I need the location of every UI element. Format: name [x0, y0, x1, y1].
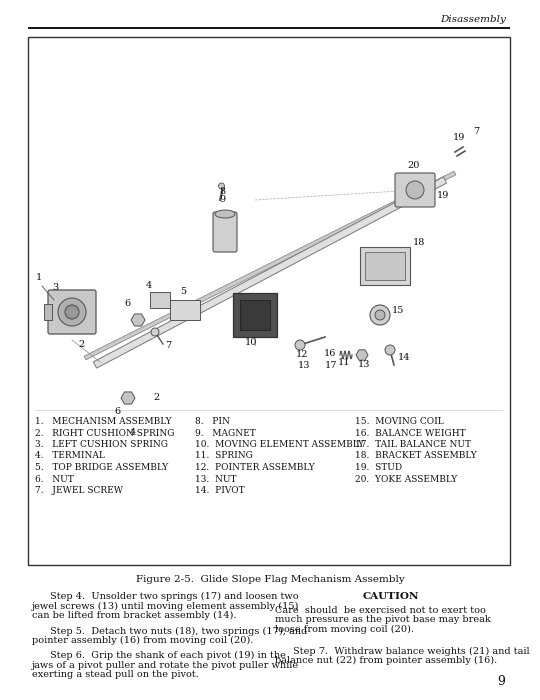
Text: 13.  NUT: 13. NUT: [195, 475, 237, 484]
Text: pointer assembly (16) from moving coil (20).: pointer assembly (16) from moving coil (…: [32, 636, 253, 645]
Text: 2.   RIGHT CUSHION SPRING: 2. RIGHT CUSHION SPRING: [35, 428, 174, 438]
Text: 18: 18: [413, 238, 426, 247]
Text: 12.  POINTER ASSEMBLY: 12. POINTER ASSEMBLY: [195, 463, 315, 472]
Circle shape: [151, 328, 159, 336]
Polygon shape: [356, 350, 368, 360]
Text: balance nut (22) from pointer assembly (16).: balance nut (22) from pointer assembly (…: [275, 656, 497, 665]
Text: 11.  SPRING: 11. SPRING: [195, 452, 253, 461]
Circle shape: [58, 298, 86, 326]
Circle shape: [385, 345, 395, 355]
Text: Disassembly: Disassembly: [440, 15, 506, 24]
FancyBboxPatch shape: [213, 212, 237, 252]
Bar: [150, 292, 170, 308]
Bar: [233, 293, 277, 337]
Text: 19: 19: [437, 191, 449, 200]
Circle shape: [295, 340, 305, 350]
Polygon shape: [131, 314, 145, 326]
Polygon shape: [93, 177, 447, 368]
Text: much pressure as the pivot base may break: much pressure as the pivot base may brea…: [275, 615, 491, 624]
Text: 7: 7: [473, 127, 480, 136]
Text: 9.   MAGNET: 9. MAGNET: [195, 428, 256, 438]
Bar: [28, 37, 510, 565]
Bar: [360, 247, 410, 285]
Text: Step 5.  Detach two nuts (18), two springs (17), and: Step 5. Detach two nuts (18), two spring…: [50, 626, 307, 636]
Bar: [44, 304, 52, 320]
Text: exerting a stead pull on the pivot.: exerting a stead pull on the pivot.: [32, 671, 199, 679]
Text: 10.  MOVING ELEMENT ASSEMBLY: 10. MOVING ELEMENT ASSEMBLY: [195, 440, 364, 449]
Text: loose from moving coil (20).: loose from moving coil (20).: [275, 625, 414, 634]
Text: 4: 4: [146, 281, 152, 290]
Text: 16.  BALANCE WEIGHT: 16. BALANCE WEIGHT: [355, 428, 465, 438]
Text: 10: 10: [245, 338, 258, 347]
Text: 14: 14: [398, 353, 410, 362]
Text: Figure 2-5.  Glide Slope Flag Mechanism Assembly: Figure 2-5. Glide Slope Flag Mechanism A…: [136, 575, 404, 584]
FancyBboxPatch shape: [48, 290, 96, 334]
Text: 4.   TERMINAL: 4. TERMINAL: [35, 452, 105, 461]
Text: jewel screws (13) until moving element assembly (15): jewel screws (13) until moving element a…: [32, 601, 299, 610]
Text: 14.  PIVOT: 14. PIVOT: [195, 486, 245, 495]
Bar: [240, 300, 270, 330]
Text: can be lifted from bracket assembly (14).: can be lifted from bracket assembly (14)…: [32, 611, 237, 620]
Text: 19: 19: [453, 133, 465, 142]
Polygon shape: [121, 392, 135, 404]
Text: 13: 13: [298, 361, 310, 370]
Text: 6: 6: [124, 299, 130, 308]
Text: 12: 12: [296, 350, 308, 359]
Text: 20.  YOKE ASSEMBLY: 20. YOKE ASSEMBLY: [355, 475, 457, 484]
Text: 6.   NUT: 6. NUT: [35, 475, 74, 484]
Text: 16: 16: [324, 349, 336, 358]
Text: 7: 7: [165, 341, 171, 350]
Text: 15: 15: [392, 306, 404, 315]
Text: Step 7.  Withdraw balance weights (21) and tail: Step 7. Withdraw balance weights (21) an…: [293, 646, 530, 655]
Circle shape: [65, 305, 79, 319]
Ellipse shape: [215, 210, 235, 218]
Text: 18.  BRACKET ASSEMBLY: 18. BRACKET ASSEMBLY: [355, 452, 477, 461]
Text: jaws of a pivot puller and rotate the pivot puller while: jaws of a pivot puller and rotate the pi…: [32, 661, 299, 670]
Text: 3: 3: [52, 283, 58, 292]
Text: 6: 6: [114, 407, 120, 416]
Text: CAUTION: CAUTION: [363, 592, 419, 601]
Text: 20: 20: [407, 161, 420, 170]
Text: 9: 9: [497, 675, 505, 688]
Text: 17: 17: [325, 361, 338, 370]
Circle shape: [370, 305, 390, 325]
Text: 5: 5: [180, 287, 186, 296]
Text: Step 6.  Grip the shank of each pivot (19) in the: Step 6. Grip the shank of each pivot (19…: [50, 651, 286, 660]
Text: 11: 11: [338, 358, 350, 367]
Text: 2: 2: [78, 340, 84, 349]
Text: 3.   LEFT CUSHION SPRING: 3. LEFT CUSHION SPRING: [35, 440, 168, 449]
Text: 5.   TOP BRIDGE ASSEMBLY: 5. TOP BRIDGE ASSEMBLY: [35, 463, 168, 472]
Text: 1: 1: [36, 273, 42, 282]
Text: 9: 9: [219, 195, 225, 204]
Circle shape: [219, 183, 225, 189]
Text: 8.   PIN: 8. PIN: [195, 417, 230, 426]
Bar: [365, 252, 405, 280]
FancyBboxPatch shape: [395, 173, 435, 207]
Text: 4: 4: [130, 428, 136, 437]
Text: 1.   MECHANISM ASSEMBLY: 1. MECHANISM ASSEMBLY: [35, 417, 172, 426]
Text: 17.  TAIL BALANCE NUT: 17. TAIL BALANCE NUT: [355, 440, 471, 449]
Circle shape: [406, 181, 424, 199]
Text: 8: 8: [219, 187, 225, 196]
Text: 19.  STUD: 19. STUD: [355, 463, 402, 472]
Text: 7.   JEWEL SCREW: 7. JEWEL SCREW: [35, 486, 123, 495]
Circle shape: [375, 310, 385, 320]
Bar: [170, 300, 200, 320]
Text: 13: 13: [358, 360, 370, 369]
Text: Step 4.  Unsolder two springs (17) and loosen two: Step 4. Unsolder two springs (17) and lo…: [50, 592, 299, 601]
Text: Care  should  be exercised not to exert too: Care should be exercised not to exert to…: [275, 606, 486, 615]
Text: 15.  MOVING COIL: 15. MOVING COIL: [355, 417, 444, 426]
Polygon shape: [84, 172, 456, 360]
Text: 2: 2: [153, 393, 159, 402]
